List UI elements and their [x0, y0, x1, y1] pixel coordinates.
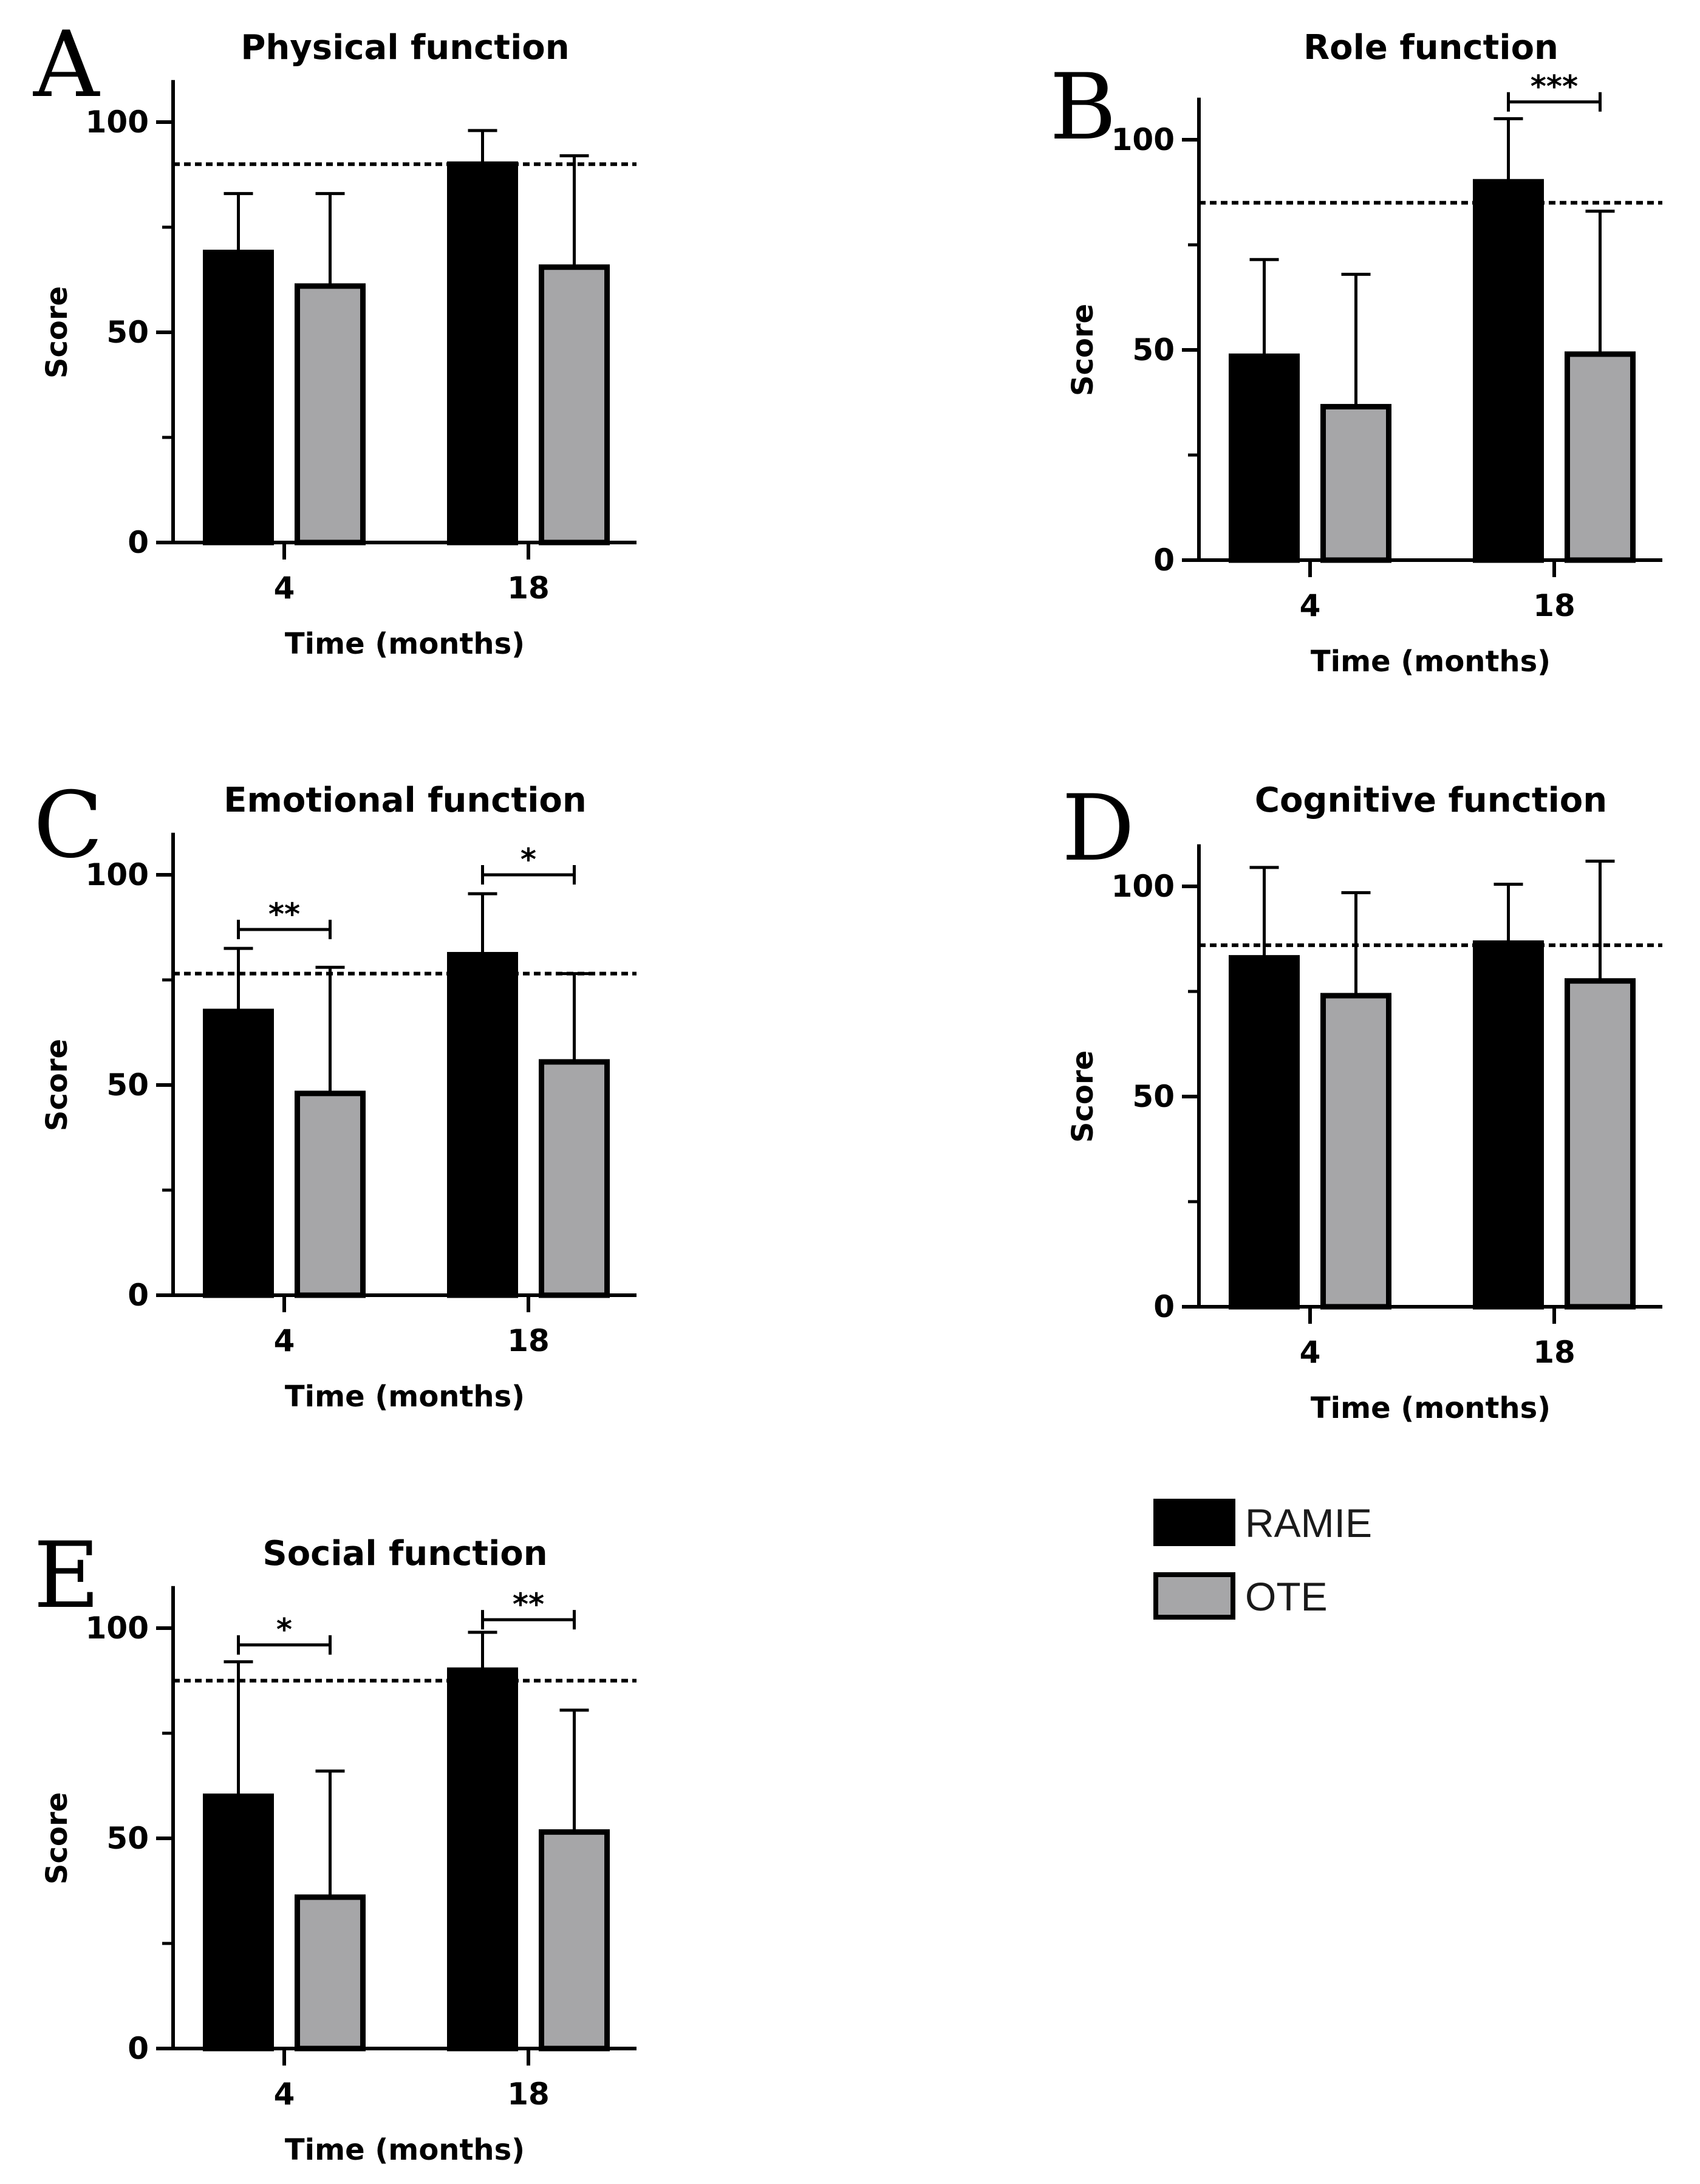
x-axis-label: Time (months) [285, 1380, 525, 1414]
y-axis-label: Score [40, 1792, 74, 1884]
x-axis-label: Time (months) [285, 627, 525, 661]
chart-title: Physical function [241, 28, 569, 67]
panel-letter: D [1062, 776, 1135, 881]
panel-letter: C [33, 773, 103, 878]
panel-letter: A [33, 12, 100, 118]
x-tick-label: 4 [274, 570, 295, 606]
y-tick-label: 100 [1111, 869, 1175, 904]
y-tick-label: 100 [86, 104, 149, 140]
panel-letter: E [33, 1523, 100, 1629]
significance-label: ** [268, 897, 300, 932]
chart-panel-a: A Physical function Score Time (months) 0 50 1… [33, 12, 637, 661]
bar-ramie-18 [1473, 940, 1544, 1310]
legend-label-ramie: RAMIE [1245, 1501, 1372, 1546]
bar-ote-18 [539, 1829, 610, 2052]
significance-label: *** [1531, 69, 1578, 104]
significance-label: * [276, 1612, 292, 1648]
bar-ramie-4 [1229, 353, 1300, 563]
x-tick-label: 18 [1533, 588, 1575, 623]
y-axis-label: Score [40, 1039, 74, 1131]
bar-ote-4 [1320, 993, 1391, 1310]
y-tick-label: 0 [1153, 543, 1175, 578]
legend: RAMIE OTE [1153, 1499, 1372, 1620]
bar-ote-4 [295, 1894, 366, 2052]
chart-panel-b: B Role function Score Time (months) *** 0 50 10… [1050, 28, 1662, 679]
x-tick-label: 4 [1300, 588, 1321, 623]
x-tick-label: 4 [274, 1323, 295, 1358]
bar-ramie-4 [203, 1793, 274, 2052]
legend-item-ote: OTE [1153, 1572, 1328, 1620]
chart-panel-d: D Cognitive function Score Time (months) 0 50… [1062, 776, 1662, 1425]
y-tick-label: 100 [1111, 122, 1175, 157]
chart-title: Social function [262, 1534, 547, 1573]
y-tick-label: 100 [86, 857, 149, 892]
bar-ramie-4 [1229, 955, 1300, 1310]
significance-label: * [521, 842, 536, 877]
bar-ote-4 [1320, 403, 1391, 563]
x-tick-label: 18 [507, 1323, 550, 1358]
chart-title: Cognitive function [1255, 781, 1607, 820]
bar-ote-18 [1565, 978, 1636, 1310]
x-tick-label: 18 [1533, 1335, 1575, 1370]
significance-label: ** [513, 1587, 544, 1622]
x-axis-label: Time (months) [1311, 645, 1551, 679]
bar-ramie-4 [203, 1008, 274, 1298]
x-tick-label: 4 [274, 2076, 295, 2112]
y-axis-label: Score [1066, 1050, 1100, 1143]
y-tick-label: 0 [128, 2031, 149, 2066]
x-axis-label: Time (months) [1311, 1391, 1551, 1425]
legend-label-ote: OTE [1245, 1574, 1328, 1619]
bar-ramie-18 [1473, 179, 1544, 563]
bar-ote-4 [295, 1090, 366, 1298]
y-tick-label: 50 [106, 1821, 149, 1856]
bar-ote-4 [295, 283, 366, 546]
y-tick-label: 50 [106, 1067, 149, 1103]
chart-title: Emotional function [224, 781, 586, 820]
y-axis-label: Score [40, 286, 74, 378]
y-axis-label: Score [1066, 304, 1100, 396]
x-tick-label: 18 [507, 570, 550, 606]
y-tick-label: 50 [106, 315, 149, 350]
x-tick-label: 4 [1300, 1335, 1321, 1370]
legend-swatch-ote [1153, 1572, 1235, 1620]
y-tick-label: 50 [1132, 332, 1175, 368]
x-tick-label: 18 [507, 2076, 550, 2112]
y-tick-label: 0 [128, 525, 149, 560]
bar-ramie-4 [203, 250, 274, 546]
legend-item-ramie: RAMIE [1153, 1499, 1372, 1546]
x-axis-label: Time (months) [285, 2133, 525, 2167]
bar-ote-18 [1565, 351, 1636, 563]
y-tick-label: 0 [1153, 1289, 1175, 1324]
legend-swatch-ramie [1153, 1499, 1235, 1546]
bar-ote-18 [539, 1059, 610, 1298]
bar-ramie-18 [447, 1667, 518, 2052]
y-tick-label: 50 [1132, 1079, 1175, 1114]
chart-title: Role function [1303, 28, 1558, 67]
bar-ramie-18 [447, 951, 518, 1298]
y-tick-label: 100 [86, 1611, 149, 1646]
bar-ramie-18 [447, 161, 518, 546]
y-tick-label: 0 [128, 1278, 149, 1313]
panel-letter: B [1050, 55, 1116, 160]
bar-ote-18 [539, 264, 610, 546]
